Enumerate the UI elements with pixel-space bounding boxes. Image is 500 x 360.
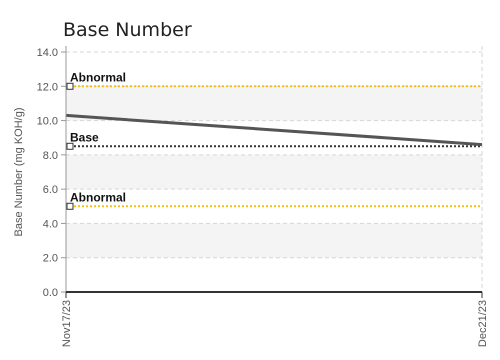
shaded-band	[66, 223, 482, 258]
reference-lines: Abnormal Base Abnormal	[66, 70, 482, 210]
y-ticks: 0.0 2.0 4.0 6.0 8.0 10.0 12.0 14.0	[37, 47, 66, 299]
axes	[65, 46, 482, 293]
reference-marker	[66, 202, 74, 210]
y-tick-label: 10.0	[37, 116, 58, 128]
y-tick-label: 12.0	[37, 81, 58, 93]
reference-marker	[66, 142, 74, 150]
shaded-band	[66, 154, 482, 190]
shaded-band	[66, 86, 482, 121]
y-tick-label: 8.0	[43, 150, 58, 162]
plot-bands	[66, 86, 482, 258]
reference-line-label: Abnormal	[70, 190, 126, 204]
x-ticks: Nov17/23 Dec21/23	[61, 292, 489, 347]
y-tick-label: 2.0	[43, 253, 58, 265]
series-line	[65, 113, 483, 147]
y-tick-label: 4.0	[43, 218, 58, 230]
y-tick-label: 14.0	[37, 47, 58, 59]
reference-marker	[66, 82, 74, 90]
reference-line-label: Base	[70, 130, 99, 144]
x-tick-label: Nov17/23	[61, 300, 73, 347]
y-tick-label: 0.0	[43, 287, 58, 299]
y-axis-label: Base Number (mg KOH/g)	[13, 108, 25, 237]
reference-line-label: Abnormal	[70, 70, 126, 84]
x-tick-label: Dec21/23	[477, 300, 489, 347]
data-series	[65, 113, 483, 147]
y-tick-label: 6.0	[43, 184, 58, 196]
chart-title: Base Number	[63, 19, 192, 41]
